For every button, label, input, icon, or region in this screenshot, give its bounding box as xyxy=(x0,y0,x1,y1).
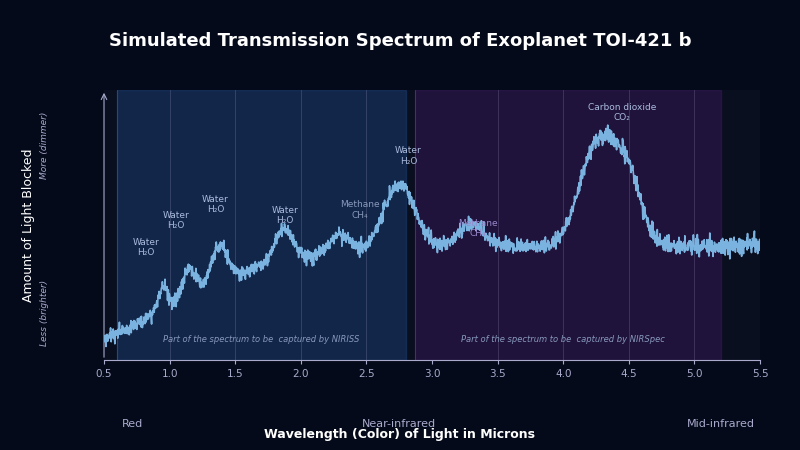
Text: Wavelength (Color) of Light in Microns: Wavelength (Color) of Light in Microns xyxy=(265,428,535,441)
Text: Mid-infrared: Mid-infrared xyxy=(686,419,754,429)
Text: Part of the spectrum to be  captured by NIRSpec: Part of the spectrum to be captured by N… xyxy=(462,335,665,344)
Text: Amount of Light Blocked: Amount of Light Blocked xyxy=(22,148,35,302)
Text: Water
H₂O: Water H₂O xyxy=(395,146,422,166)
Bar xyxy=(117,90,406,360)
Text: Water
H₂O: Water H₂O xyxy=(133,238,159,257)
Text: Red: Red xyxy=(122,419,143,429)
Text: Water
H₂O: Water H₂O xyxy=(162,211,190,230)
Text: Simulated Transmission Spectrum of Exoplanet TOI-421 b: Simulated Transmission Spectrum of Exopl… xyxy=(109,32,691,50)
Text: Part of the spectrum to be  captured by NIRISS: Part of the spectrum to be captured by N… xyxy=(163,335,360,344)
Text: Methane
CH₄: Methane CH₄ xyxy=(458,219,498,239)
Text: Less (brighter): Less (brighter) xyxy=(41,280,50,346)
Text: Water
H₂O: Water H₂O xyxy=(202,195,229,214)
Text: Carbon dioxide
CO₂: Carbon dioxide CO₂ xyxy=(588,103,657,122)
Text: Methane
CH₄: Methane CH₄ xyxy=(340,200,380,220)
Bar xyxy=(415,90,721,360)
Text: Near-infrared: Near-infrared xyxy=(362,419,436,429)
Text: More (dimmer): More (dimmer) xyxy=(41,112,50,179)
Text: Water
H₂O: Water H₂O xyxy=(272,206,298,225)
